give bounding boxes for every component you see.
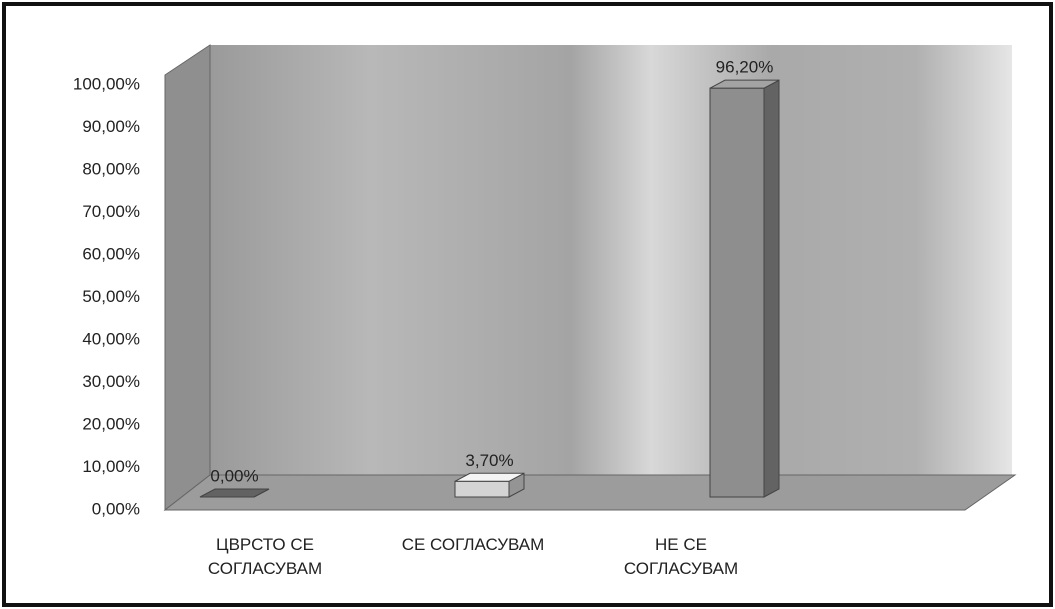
y-tick-label: 80,00%: [82, 159, 140, 178]
bar-top: [199, 488, 270, 498]
bar: [709, 87, 765, 498]
y-tick-label: 70,00%: [82, 202, 140, 221]
value-label: 0,00%: [210, 466, 258, 485]
x-tick-label: ЦВРСТО СЕ СОГЛАСУВАМ: [207, 535, 323, 578]
y-tick-label: 90,00%: [82, 117, 140, 136]
y-tick-label: 100,00%: [73, 74, 140, 93]
y-tick-label: 0,00%: [92, 499, 140, 518]
x-tick-label: СЕ СОГЛАСУВАМ: [401, 535, 545, 554]
value-label: 96,20%: [716, 58, 774, 77]
y-tick-label: 30,00%: [82, 372, 140, 391]
y-tick-label: 50,00%: [82, 287, 140, 306]
bar-top: [709, 79, 780, 89]
bar-side: [763, 79, 780, 498]
y-tick-label: 20,00%: [82, 414, 140, 433]
y-tick-label: 40,00%: [82, 329, 140, 348]
y-tick-label: 60,00%: [82, 244, 140, 263]
bar: [454, 480, 510, 498]
bar-top: [454, 472, 525, 482]
floor: [163, 474, 1017, 511]
side-wall: [164, 44, 211, 512]
value-label: 3,70%: [465, 451, 513, 470]
y-tick-label: 10,00%: [82, 457, 140, 476]
x-tick-label: НЕ СЕ СОГЛАСУВАМ: [623, 535, 739, 578]
back-wall: [210, 45, 1012, 475]
